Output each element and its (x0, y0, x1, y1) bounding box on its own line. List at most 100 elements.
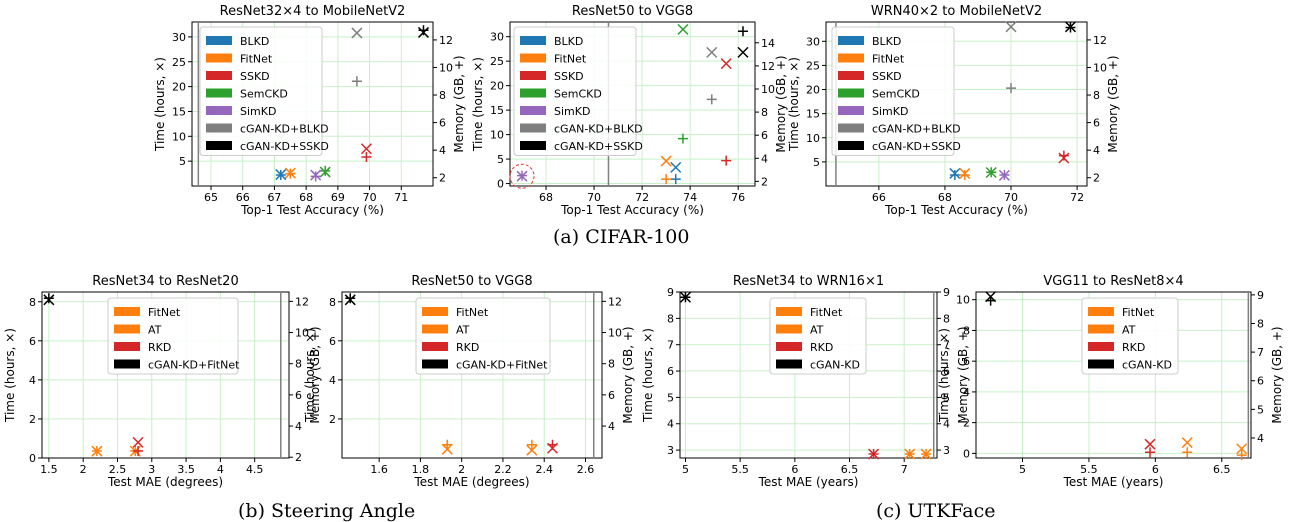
x-axis-label: Top-1 Test Accuracy (%) (240, 203, 384, 217)
x-tick-label: 5.5 (731, 463, 749, 476)
y-axis-label: Time (hours, ×) (3, 328, 17, 423)
y-tick-label: 8 (963, 324, 970, 337)
x-tick-label: 72 (635, 191, 649, 204)
legend-label-fitnet: FitNet (456, 306, 489, 319)
legend-swatch-blkd (206, 36, 232, 45)
x-tick-label: 70 (1004, 191, 1018, 204)
memory-marker-semckd (986, 167, 997, 178)
memory-marker-simkd (517, 170, 528, 181)
x-tick-label: 6 (1152, 463, 1159, 476)
legend-swatch-cgan-kd (1088, 359, 1114, 369)
memory-marker-cgan-kd-blkd (706, 94, 717, 105)
time-marker-fitnet (1181, 437, 1193, 449)
legend-swatch-at (114, 324, 140, 334)
legend-label-semckd: SemCKD (872, 88, 920, 101)
y-tick-label: 25 (490, 55, 504, 68)
legend-swatch-fitnet (520, 53, 546, 63)
y-tick-label: 10 (806, 132, 820, 145)
legend-label-blkd: BLKD (554, 35, 583, 48)
x-tick-label: 1.8 (412, 463, 430, 476)
y2-tick-label: 8 (1257, 317, 1264, 330)
y2-tick-label: 4 (295, 420, 302, 433)
x-tick-label: 5 (682, 463, 689, 476)
legend-swatch-cgan-kd-blkd (520, 123, 546, 133)
y2-tick-label: 6 (295, 389, 302, 402)
y2-tick-label: 7 (943, 339, 950, 352)
y-tick-label: 7 (667, 339, 674, 352)
legend-swatch-fitnet (838, 53, 864, 63)
memory-marker-at (1236, 450, 1247, 461)
y2-tick-label: 2 (439, 172, 446, 185)
legend-label-fitnet: FitNet (1122, 306, 1155, 319)
legend: BLKD FitNet SSKD SemCKD SimKD cGAN-KD+BLKD cGA… (199, 26, 329, 156)
memory-marker-fitnet (904, 449, 915, 460)
y2-tick-label: 8 (439, 89, 446, 102)
y-tick-label: 10 (490, 129, 504, 142)
legend-label-cgan-kd: cGAN-KD (810, 359, 860, 372)
chart-title: VGG11 to ResNet8×4 (1043, 274, 1183, 289)
memory-marker-rkd (868, 449, 879, 460)
y-tick-label: 25 (172, 56, 186, 69)
y2-tick-label: 9 (943, 286, 950, 299)
legend-swatch-at (422, 324, 448, 334)
y-tick-label: 0 (963, 447, 970, 460)
y2-tick-label: 4 (1257, 432, 1264, 445)
y2-tick-label: 4 (608, 420, 615, 433)
x-axis-label: Test MAE (degrees) (107, 475, 223, 489)
memory-marker-cgan-kd-blkd (351, 76, 362, 87)
y2-tick-label: 6 (943, 365, 950, 378)
x-tick-label: 6.5 (841, 463, 859, 476)
x-tick-label: 2.6 (577, 463, 595, 476)
legend-label-fitnet: FitNet (810, 306, 843, 319)
y-tick-label: 20 (490, 80, 504, 93)
y-tick-label: 30 (172, 31, 186, 44)
legend-swatch-sskd (520, 71, 546, 80)
y2-tick-label: 6 (761, 129, 768, 142)
y2-axis-label: Memory (GB, +) (1106, 55, 1120, 152)
x-tick-label: 72 (1070, 191, 1084, 204)
y2-tick-label: 6 (608, 389, 615, 402)
legend-label-cgan-kd-sskd: cGAN-KD+SSKD (872, 140, 961, 153)
legend-label-rkd: RKD (1122, 341, 1145, 354)
memory-marker-cgan-kd-blkd (1006, 83, 1017, 94)
y-tick-label: 4 (29, 374, 36, 387)
y-axis-label: Time (hours, ×) (787, 57, 801, 152)
y-tick-label: 8 (329, 296, 336, 309)
legend-label-at: AT (148, 324, 162, 337)
legend: BLKD FitNet SSKD SemCKD SimKD cGAN-KD+BLKD cGA… (513, 26, 643, 156)
x-axis-label: Top-1 Test Accuracy (%) (560, 203, 704, 217)
y2-tick-label: 8 (943, 312, 950, 325)
legend-swatch-at (1088, 324, 1114, 334)
chart-panel-5: 1.6 1.8 2 2.2 2.4 2.6 2 4 6 8 4 6 8 10 12 ResNet50 to V… (303, 274, 635, 489)
x-axis-label: Test MAE (degrees) (413, 475, 529, 489)
memory-marker-simkd (999, 169, 1010, 180)
x-tick-label: 2.2 (494, 463, 512, 476)
y2-axis-label: Memory (GB, +) (956, 326, 970, 423)
memory-marker-at (526, 439, 537, 450)
x-tick-label: 5 (1019, 463, 1026, 476)
y-tick-label: 20 (172, 81, 186, 94)
x-tick-label: 2.5 (109, 463, 127, 476)
time-marker-semckd (677, 23, 689, 35)
y2-axis-label: Memory (GB, +) (774, 55, 788, 152)
y-tick-label: 0 (29, 452, 36, 465)
chart-panel-4: 1.5 2 2.5 3 3.5 4 4.5 0 2 4 6 8 2 4 6 8 10 12 ResNet34 to … (3, 274, 322, 489)
legend-swatch-cgan-kd-sskd (838, 141, 864, 150)
x-tick-label: 5.5 (1080, 463, 1098, 476)
x-tick-label: 3.5 (177, 463, 195, 476)
highlight-circle (509, 163, 535, 189)
y-axis-label: Time (hours, ×) (471, 57, 485, 152)
chart-panel-2: 68 70 72 74 760510152025302468101214ResNet50… (471, 4, 788, 217)
y2-tick-label: 8 (761, 106, 768, 119)
y-tick-label: 9 (667, 286, 674, 299)
y2-axis-label: Memory (GB, +) (308, 326, 322, 423)
legend-swatch-rkd (1088, 342, 1114, 351)
y-tick-label: 10 (172, 130, 186, 143)
plot-frame (825, 21, 1088, 187)
memory-marker-blkd (949, 169, 960, 180)
y-tick-label: 4 (667, 418, 674, 431)
y2-axis-label: Memory (GB, +) (621, 326, 635, 423)
legend-label-rkd: RKD (456, 341, 479, 354)
legend-box (769, 297, 867, 375)
